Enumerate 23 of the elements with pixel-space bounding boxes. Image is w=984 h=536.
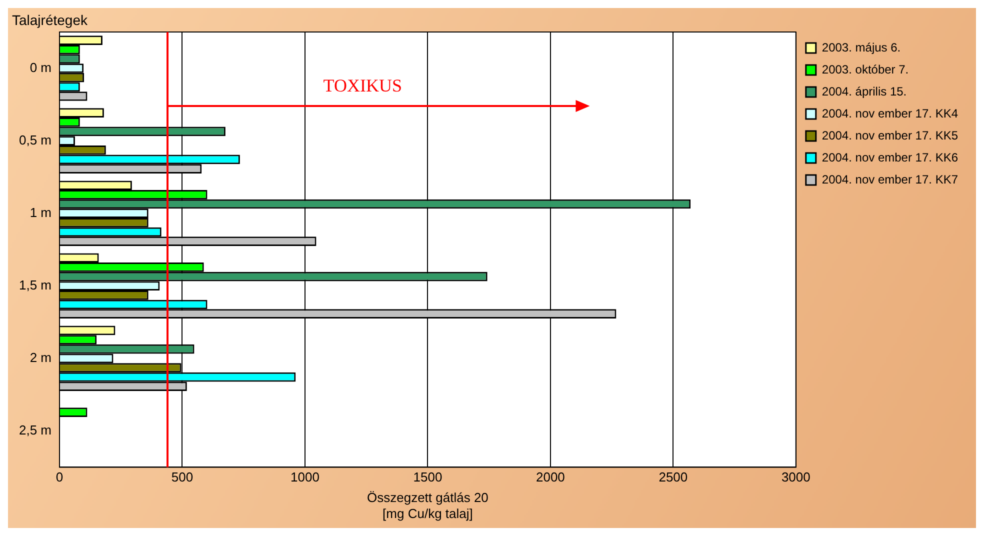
x-tick-label: 2000: [536, 470, 565, 485]
y-tick-label: 2 m: [30, 350, 52, 365]
legend-label: 2003. október 7.: [822, 62, 909, 76]
y-tick-label: 0,5 m: [18, 132, 52, 148]
x-tick-label: 500: [171, 470, 194, 485]
x-tick-label: 3000: [781, 470, 810, 485]
y-tick-label: 1,5 m: [18, 277, 52, 292]
legend-label: 2004. nov ember 17. KK7: [822, 172, 958, 186]
legend-label: 2003. május 6.: [822, 40, 901, 54]
legend-label: 2004. nov ember 17. KK5: [822, 128, 958, 142]
y-axis-title: Talajrétegek: [12, 12, 88, 28]
legend-label: 2004. nov ember 17. KK6: [822, 150, 958, 164]
ref-line-label: TOXIKUS: [323, 76, 402, 96]
x-tick-label: 1500: [413, 470, 442, 485]
x-tick-label: 0: [56, 470, 64, 485]
legend-label: 2004. április 15.: [822, 84, 907, 98]
y-tick-label: 2,5 m: [18, 422, 52, 438]
x-tick-label: 2500: [658, 470, 688, 485]
legend-label: 2004. nov ember 17. KK4: [822, 106, 958, 120]
x-axis-title: Összegzett gátlás 20 [mg Cu/kg talaj]: [367, 490, 488, 521]
y-tick-label: 1 m: [30, 204, 52, 220]
x-tick-label: 1000: [290, 470, 320, 485]
y-tick-label: 0 m: [30, 60, 52, 75]
